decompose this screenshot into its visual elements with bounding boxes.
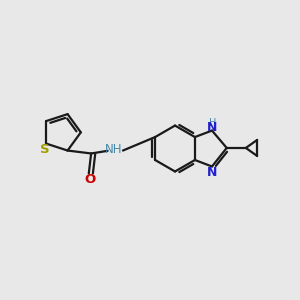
Text: N: N (207, 122, 217, 134)
Text: H: H (209, 118, 217, 128)
Text: NH: NH (105, 143, 123, 156)
Text: O: O (84, 173, 95, 186)
Text: S: S (40, 143, 50, 156)
Text: N: N (207, 167, 217, 179)
